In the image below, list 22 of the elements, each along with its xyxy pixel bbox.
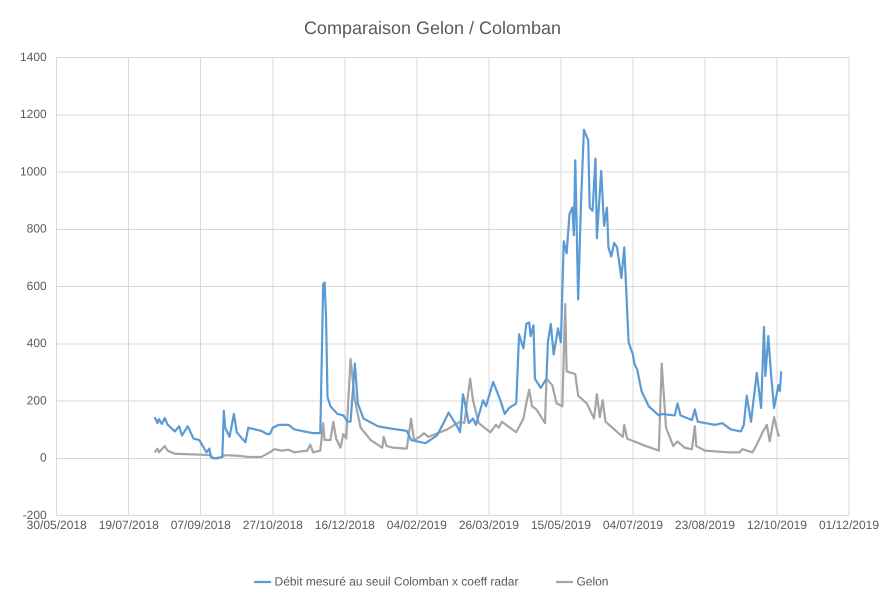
y-tick-label: 1200 [20,107,48,122]
y-tick-label: 400 [26,336,48,350]
x-tick-label: 07/09/2018 [170,518,232,532]
x-tick-label: 23/08/2019 [674,518,736,532]
x-tick-label: 19/07/2018 [98,518,160,532]
x-tick-label: 04/02/2019 [386,518,448,532]
x-tick-label: 16/12/2018 [314,518,376,532]
chart-title: Comparaison Gelon / Colomban [304,18,562,38]
x-tick-label: 01/12/2019 [818,518,880,532]
x-tick-label: 27/10/2018 [242,518,304,532]
y-tick-label: 200 [26,393,48,408]
y-tick-label: 600 [26,278,48,293]
y-tick-label: 1000 [20,164,48,178]
y-tick-label: 1400 [20,50,48,64]
y-tick-label: 800 [26,222,48,236]
x-tick-label: 04/07/2019 [602,518,664,532]
y-tick-label: 0 [40,450,48,465]
legend-label: Gelon [576,574,608,588]
legend-label: Débit mesuré au seuil Colomban x coeff radar [274,574,518,588]
x-tick-label: 15/05/2019 [530,518,592,532]
x-tick-label: 12/10/2019 [746,518,808,532]
x-tick-label: 26/03/2019 [458,518,520,532]
